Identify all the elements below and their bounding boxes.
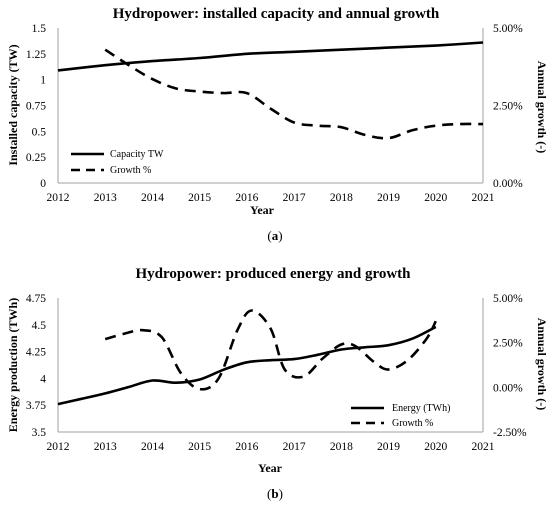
chart-a-y2tick-label: 0.00%	[493, 178, 523, 190]
chart-b-ylabel: Energy production (TWh)	[6, 298, 20, 432]
chart-b-xtick-label: 2019	[377, 441, 400, 453]
chart-b-xtick-label: 2013	[94, 441, 117, 453]
chart-a-ytick-label: 1.5	[32, 23, 47, 35]
chart-b-series-energy-line	[57, 325, 437, 406]
chart-a: Hydropower: installed capacity and annua…	[6, 6, 549, 243]
chart-a-xtick-label: 2012	[47, 192, 70, 204]
legend-a-capacity-label: Capacity TW	[110, 149, 164, 160]
chart-a-ytick-label: 0.25	[26, 152, 46, 164]
chart-b-y2label: Annual growth (-)	[535, 318, 549, 410]
chart-a-xtick-label: 2019	[377, 192, 400, 204]
chart-a-ytick-label: 0.5	[32, 126, 47, 138]
chart-b-xtick-label: 2018	[330, 441, 353, 453]
chart-b-xtick-label: 2017	[283, 441, 306, 453]
chart-b-ytick-label: 4.5	[32, 320, 47, 332]
chart-a-series-growth-line	[104, 48, 484, 140]
chart-a-xtick-label: 2015	[188, 192, 211, 204]
chart-a-y2label: Annual growth (-)	[535, 61, 549, 153]
chart-b-xtick-label: 2015	[188, 441, 211, 453]
chart-b-ytick-label: 4.75	[26, 293, 46, 305]
chart-a-ytick-label: 0.75	[26, 101, 46, 113]
chart-a-y2tick-label: 5.00%	[493, 23, 523, 35]
chart-b-legend: Energy (TWh) Growth %	[351, 403, 450, 429]
chart-b-xtick-label: 2014	[141, 441, 164, 453]
chart-a-xtick-label: 2013	[94, 192, 117, 204]
chart-b-ytick-label: 3.5	[32, 427, 47, 439]
chart-b-title: Hydropower: produced energy and growth	[135, 266, 411, 282]
chart-a-xtick-label: 2021	[472, 192, 495, 204]
chart-b-y2tick-label: 5.00%	[493, 293, 523, 305]
chart-a-xtick-label: 2017	[283, 192, 306, 204]
chart-b-y2tick-label: -2.50%	[493, 427, 527, 439]
chart-a-xlabel: Year	[250, 203, 275, 217]
chart-b-xlabel: Year	[258, 461, 283, 475]
chart-a-legend: Capacity TW Growth %	[71, 149, 164, 176]
chart-a-title: Hydropower: installed capacity and annua…	[113, 6, 440, 22]
chart-b-ytick-label: 3.75	[26, 400, 46, 412]
chart-a-xtick-label: 2018	[330, 192, 353, 204]
chart-a-xtick-label: 2014	[141, 192, 164, 204]
chart-b-caption: (b)	[267, 486, 283, 501]
chart-b-xtick-label: 2020	[424, 441, 447, 453]
chart-b-xtick-label: 2021	[472, 441, 495, 453]
chart-a-ytick-label: 0	[40, 178, 46, 190]
chart-b-xtick-label: 2016	[235, 441, 258, 453]
chart-b-ytick-label: 4	[40, 373, 46, 385]
chart-a-xtick-label: 2016	[235, 192, 258, 204]
chart-b-xtick-label: 2012	[47, 441, 70, 453]
chart-b-series-growth-line	[104, 309, 437, 391]
chart-b: Hydropower: produced energy and growth 3…	[6, 266, 549, 501]
chart-b-y2tick-label: 0.00%	[493, 382, 523, 394]
chart-a-ytick-label: 1.25	[26, 49, 46, 61]
legend-b-energy-label: Energy (TWh)	[392, 403, 450, 414]
chart-a-ylabel: Installed capacity (TW)	[6, 44, 20, 165]
chart-a-caption: (a)	[267, 228, 282, 243]
chart-a-series-capacity-line	[57, 41, 484, 72]
chart-a-ytick-label: 1	[40, 75, 46, 87]
chart-a-xtick-label: 2020	[424, 192, 447, 204]
legend-b-growth-label: Growth %	[392, 418, 433, 429]
legend-a-growth-label: Growth %	[110, 165, 151, 176]
chart-b-ytick-label: 4.25	[26, 347, 46, 359]
chart-b-y2tick-label: 2.50%	[493, 338, 523, 350]
chart-a-y2tick-label: 2.50%	[493, 101, 523, 113]
